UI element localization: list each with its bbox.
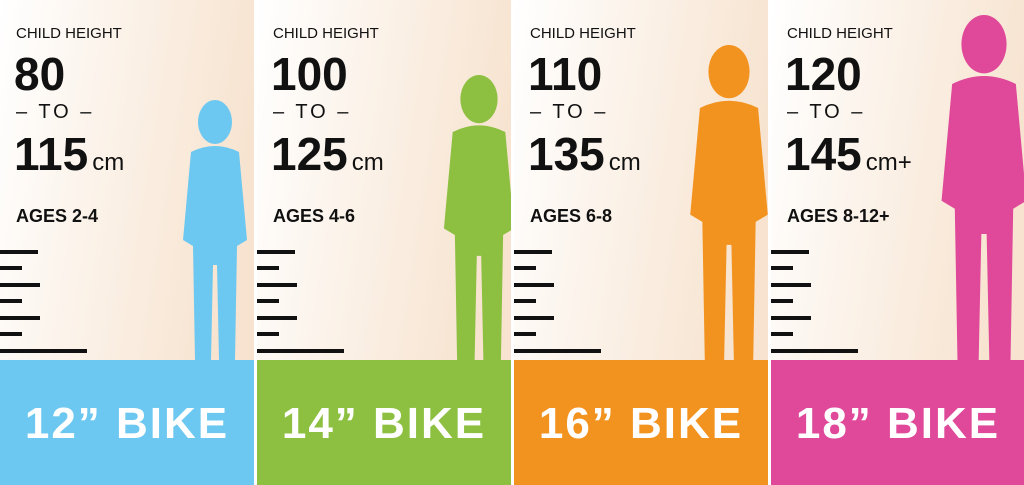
panel: CHILD HEIGHT 120– TO – 145 cm+ AGES 8-12+ 18”…	[771, 0, 1024, 485]
ruler-line	[514, 299, 536, 303]
height-max-line: 115 cm	[14, 128, 124, 180]
ruler-line	[514, 250, 552, 254]
ruler-line	[771, 283, 811, 287]
ruler-line	[514, 349, 601, 353]
height-max-line: 135 cm	[528, 128, 641, 180]
to-text: – TO –	[530, 101, 608, 123]
ages: AGES 2-4	[16, 206, 98, 226]
panel: CHILD HEIGHT 100– TO – 125 cm AGES 4-6 14” BI…	[257, 0, 511, 485]
ruler-line	[0, 266, 22, 270]
height-max-line: 145 cm+	[785, 128, 912, 180]
ruler-line	[771, 332, 793, 336]
bike-size: 16” BIKE	[539, 399, 743, 448]
to-text: – TO –	[16, 101, 94, 123]
bike-band	[771, 360, 1024, 485]
silhouette-head	[198, 100, 232, 144]
ruler-line	[257, 283, 297, 287]
ruler-line	[771, 299, 793, 303]
child-silhouette	[690, 45, 768, 360]
ruler-line	[771, 316, 811, 320]
ages: AGES 4-6	[273, 206, 355, 226]
ruler-line	[0, 316, 40, 320]
height-max: 135	[528, 128, 605, 180]
bike-size: 14” BIKE	[282, 399, 486, 448]
panel: CHILD HEIGHT 110– TO – 135 cm AGES 6-8 16” BI…	[514, 0, 768, 485]
label: CHILD HEIGHT	[530, 25, 636, 42]
ruler-line	[257, 349, 344, 353]
ruler-line	[0, 349, 87, 353]
ruler-line	[771, 266, 793, 270]
ruler-line	[257, 250, 295, 254]
ruler-line	[257, 266, 279, 270]
silhouette-body	[183, 146, 247, 360]
ruler-line	[257, 316, 297, 320]
label: CHILD HEIGHT	[16, 25, 122, 42]
label: CHILD HEIGHT	[273, 25, 379, 42]
ages: AGES 8-12+	[787, 206, 890, 226]
height-max: 115	[14, 128, 88, 180]
ruler-line	[257, 299, 279, 303]
silhouette-body	[690, 100, 768, 360]
height-min: 80	[14, 48, 65, 100]
silhouette-head	[708, 45, 750, 99]
height-min: 110	[528, 48, 602, 100]
label: CHILD HEIGHT	[787, 25, 893, 42]
ruler-line	[514, 283, 554, 287]
panel: CHILD HEIGHT 80– TO – 115 cm AGES 2-4 12” BIK…	[0, 0, 254, 485]
ruler-line	[257, 332, 279, 336]
height-max: 125	[271, 128, 348, 180]
height-max-line: 125 cm	[271, 128, 384, 180]
ruler-line	[514, 266, 536, 270]
unit: cm	[352, 149, 384, 176]
bike-band	[0, 360, 254, 485]
child-silhouette	[941, 15, 1024, 361]
to-text: – TO –	[273, 101, 351, 123]
to-text: – TO –	[787, 101, 865, 123]
height-max: 145	[785, 128, 862, 180]
ruler-line	[771, 349, 858, 353]
bike-size: 18” BIKE	[796, 399, 1000, 448]
silhouette-head	[460, 75, 498, 124]
ruler-line	[514, 316, 554, 320]
silhouette-body	[941, 76, 1024, 361]
silhouette-head	[961, 15, 1007, 74]
height-min: 100	[271, 48, 348, 100]
ruler-line	[0, 332, 22, 336]
height-min: 120	[785, 48, 862, 100]
ruler-line	[0, 299, 22, 303]
bike-band	[257, 360, 511, 485]
unit: cm+	[866, 149, 912, 176]
child-silhouette	[183, 100, 247, 360]
ages: AGES 6-8	[530, 206, 612, 226]
bike-band	[514, 360, 768, 485]
unit: cm	[92, 149, 124, 176]
child-silhouette	[443, 75, 511, 361]
unit: cm	[609, 149, 641, 176]
silhouette-body	[443, 125, 511, 361]
ruler-line	[0, 250, 38, 254]
bike-size: 12” BIKE	[25, 399, 229, 448]
ruler-line	[514, 332, 536, 336]
ruler-line	[771, 250, 809, 254]
ruler-line	[0, 283, 40, 287]
